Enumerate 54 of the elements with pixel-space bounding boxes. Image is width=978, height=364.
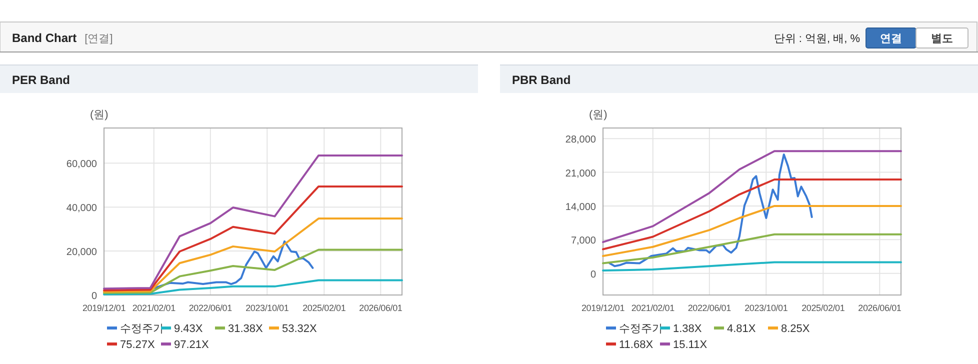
x-tick-label: 2026/06/01	[359, 303, 402, 313]
x-tick-label: 2022/06/01	[688, 303, 732, 313]
y-tick-label: 21,000	[565, 168, 596, 180]
legend-label: 1.38X	[673, 323, 702, 335]
legend-label: 9.43X	[174, 323, 204, 335]
line-series	[602, 261, 902, 272]
x-tick-label: 2025/02/01	[802, 303, 845, 313]
line-series	[103, 248, 403, 294]
y-tick-label: 40,000	[66, 203, 98, 214]
y-tick-label: 0	[91, 291, 98, 302]
y-axis-title: (원)	[589, 109, 608, 121]
x-tick-label: 2022/06/01	[188, 303, 232, 313]
x-tick-label: 2023/10/01	[246, 303, 289, 313]
text: 단위 : 억원, 배, %	[774, 33, 860, 45]
line-series	[602, 178, 902, 250]
y-tick-label: 60,000	[66, 159, 98, 170]
line-series	[608, 153, 813, 268]
legend-label: 8.25X	[781, 323, 810, 335]
y-tick-label: 14,000	[565, 202, 596, 213]
line-series	[103, 154, 403, 290]
legend-label: 15.11X	[673, 339, 708, 351]
text: 연결	[880, 33, 902, 45]
x-tick-label: 2025/02/01	[302, 303, 346, 313]
legend-label: 수정주가	[120, 323, 164, 335]
y-tick-label: 20,000	[66, 247, 98, 258]
x-tick-label: 2019/12/01	[581, 303, 625, 313]
legend-label: 4.81X	[727, 323, 756, 335]
line-series	[103, 218, 403, 293]
legend-label: 수정주가	[619, 323, 663, 335]
legend-label: 53.32X	[282, 323, 318, 335]
y-tick-label: 28,000	[565, 134, 596, 146]
y-axis-title: (원)	[90, 109, 108, 121]
line-series	[103, 279, 403, 296]
x-tick-label: 2023/10/01	[744, 303, 788, 313]
legend-label: 75.27X	[120, 339, 156, 351]
y-tick-label: 7,000	[570, 236, 596, 247]
line-series	[154, 240, 314, 289]
chart-title: PER Band	[12, 73, 70, 87]
y-tick-label: 0	[590, 269, 596, 280]
legend-label: 11.68X	[619, 339, 654, 351]
text: Band Chart	[12, 31, 77, 45]
legend-label: 31.38X	[228, 323, 264, 335]
chart-title: PBR Band	[512, 73, 571, 87]
x-tick-label: 2021/02/01	[631, 303, 675, 313]
legend-label: 97.21X	[174, 339, 210, 351]
x-tick-label: 2019/12/01	[82, 303, 126, 313]
text: [연결]	[84, 33, 113, 45]
line-series	[602, 204, 902, 258]
x-tick-label: 2026/06/01	[858, 303, 902, 313]
x-tick-label: 2021/02/01	[132, 303, 176, 313]
line-series	[103, 185, 403, 292]
line-series	[602, 150, 902, 244]
text: 별도	[931, 33, 953, 45]
line-series	[602, 233, 902, 264]
